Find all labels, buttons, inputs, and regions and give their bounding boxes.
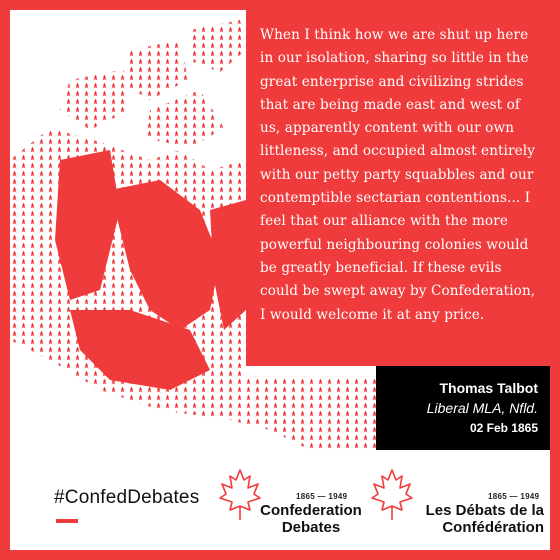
maple-leaf-outline-icon xyxy=(219,469,261,520)
logo-title-line1: Confederation xyxy=(260,502,362,519)
logo-title-line2: Confédération xyxy=(442,519,544,536)
logo-title: Confederation Debates xyxy=(258,502,364,536)
canada-map xyxy=(10,10,550,450)
logo-title: Les Débats de la Confédération xyxy=(410,502,544,536)
logo-title-line2: Debates xyxy=(281,519,341,536)
speaker-name: Thomas Talbot xyxy=(439,380,538,396)
speaker-role: Liberal MLA, Nfld. xyxy=(426,400,538,416)
maple-leaf-outline-icon xyxy=(371,469,413,520)
logo-years: 1865 — 1949 xyxy=(488,492,540,501)
logo-years: 1865 — 1949 xyxy=(296,492,348,501)
logo-confederation-debates: 1865 — 1949 Confederation Debates xyxy=(218,464,368,536)
hashtag-underline xyxy=(56,519,78,523)
logo-debats-confederation: 1865 — 1949 Les Débats de la Confédérati… xyxy=(370,464,546,536)
hashtag: #ConfedDebates xyxy=(54,487,200,508)
quote-text: When I think how we are shut up here in … xyxy=(260,27,536,323)
quote-date: 02 Feb 1865 xyxy=(469,421,538,435)
attribution-box: Thomas Talbot Liberal MLA, Nfld. 02 Feb … xyxy=(376,366,550,450)
canada-map-icon xyxy=(10,20,386,450)
logo-title-line1: Les Débats de la xyxy=(425,502,544,519)
quote-box: When I think how we are shut up here in … xyxy=(246,10,550,366)
